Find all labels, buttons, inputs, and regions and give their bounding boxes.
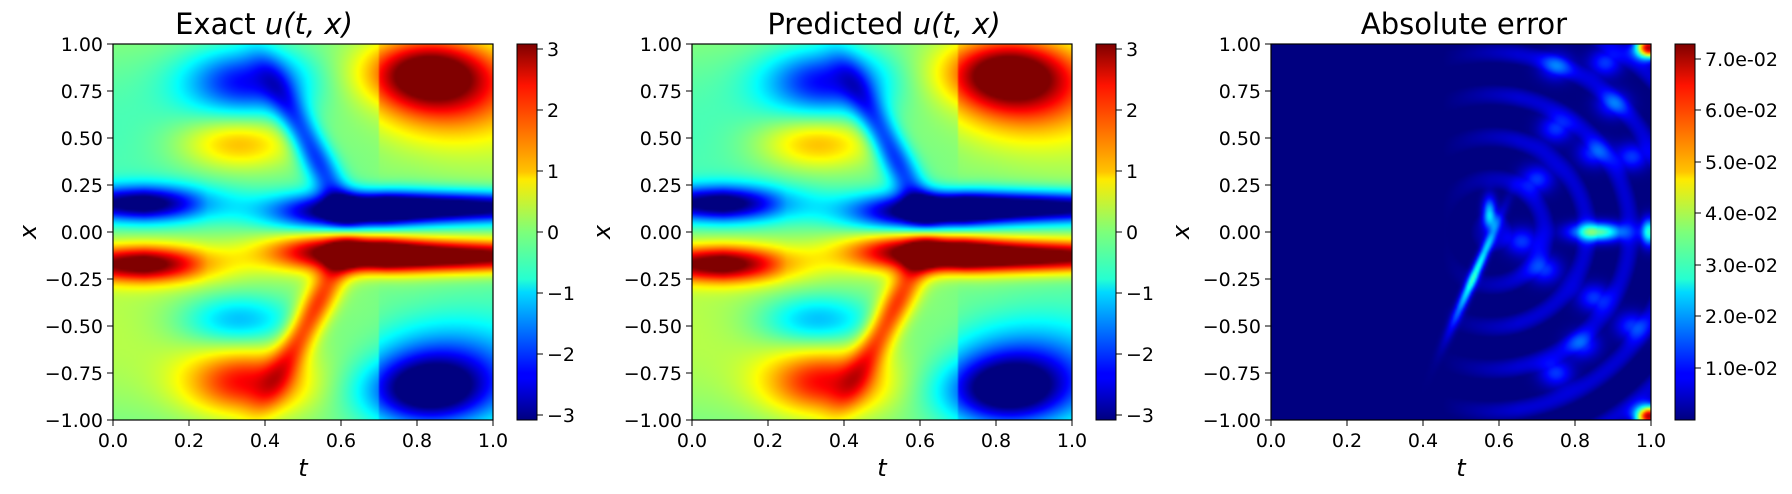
colorbar-tick-label: 5.0e-02 — [1705, 152, 1778, 174]
panel-predicted: Predicted u(t, x) 0.0 0.2 0.4 0.6 0.8 1.… — [588, 7, 1154, 482]
y-axis-label: x — [1167, 224, 1195, 240]
colorbar-tick-label: −3 — [1126, 405, 1154, 427]
panel-title: Absolute error — [1361, 7, 1567, 41]
y-ticks: 1.00 0.75 0.50 0.25 0.00 −0.25 −0.50 −0.… — [624, 34, 692, 432]
y-tick-label: 0.75 — [1219, 81, 1261, 103]
x-ticks: 0.0 0.2 0.4 0.6 0.8 1.0 — [98, 420, 508, 452]
y-tick-label: 0.25 — [1219, 175, 1261, 197]
x-tick-label: 1.0 — [478, 430, 508, 452]
heatmap-canvas — [1271, 44, 1651, 420]
colorbar-tick-label: −2 — [1126, 344, 1154, 366]
y-tick-label: −0.75 — [1203, 363, 1261, 385]
x-tick-label: 0.8 — [1560, 430, 1590, 452]
x-tick-label: 0.6 — [905, 430, 935, 452]
colorbar-ticks: 3 2 1 0 −1 −2 −3 — [537, 39, 575, 427]
y-axis-label: x — [588, 224, 616, 240]
y-tick-label: −0.25 — [45, 269, 103, 291]
y-tick-label: −1.00 — [1203, 410, 1261, 432]
y-tick-label: 1.00 — [61, 34, 103, 56]
colorbar-tick-label: 1 — [547, 161, 559, 183]
y-tick-label: −0.75 — [45, 363, 103, 385]
x-tick-label: 0.0 — [1256, 430, 1286, 452]
colorbar-tick-label: 4.0e-02 — [1705, 203, 1778, 225]
y-tick-label: 0.00 — [1219, 222, 1261, 244]
y-tick-label: −0.50 — [45, 316, 103, 338]
y-tick-label: −0.25 — [1203, 269, 1261, 291]
y-tick-label: 0.75 — [61, 81, 103, 103]
y-tick-label: −0.25 — [624, 269, 682, 291]
y-tick-label: 0.50 — [1219, 128, 1261, 150]
x-axis-label: t — [877, 454, 888, 482]
colorbar-tick-label: −1 — [547, 283, 575, 305]
colorbar-ticks: 3 2 1 0 −1 −2 −3 — [1116, 39, 1154, 427]
colorbar — [1095, 43, 1117, 421]
heatmap-image — [113, 44, 493, 420]
y-tick-label: −0.75 — [624, 363, 682, 385]
x-axis-label: t — [298, 454, 309, 482]
y-tick-label: 1.00 — [1219, 34, 1261, 56]
panel-title: Exact u(t, x) — [175, 7, 353, 41]
colorbar-tick-label: −2 — [547, 344, 575, 366]
y-tick-label: 0.50 — [640, 128, 682, 150]
y-tick-label: 1.00 — [640, 34, 682, 56]
x-tick-label: 1.0 — [1057, 430, 1087, 452]
colorbar-tick-label: 1 — [1126, 161, 1138, 183]
x-tick-label: 0.4 — [250, 430, 280, 452]
y-axis-label: x — [14, 224, 42, 240]
panel-title: Predicted u(t, x) — [767, 7, 1000, 41]
x-tick-label: 0.2 — [1332, 430, 1362, 452]
colorbar-tick-label: 3 — [1126, 39, 1138, 61]
colorbar — [516, 43, 538, 421]
y-tick-label: −1.00 — [45, 410, 103, 432]
x-tick-label: 0.8 — [981, 430, 1011, 452]
colorbar-tick-label: −1 — [1126, 283, 1154, 305]
y-tick-label: −1.00 — [624, 410, 682, 432]
x-tick-label: 0.0 — [677, 430, 707, 452]
x-tick-label: 0.6 — [1484, 430, 1514, 452]
colorbar — [1674, 43, 1696, 421]
x-tick-label: 0.8 — [402, 430, 432, 452]
x-tick-label: 0.4 — [829, 430, 859, 452]
y-tick-label: 0.25 — [61, 175, 103, 197]
colorbar-ticks: 7.0e-02 6.0e-02 5.0e-02 4.0e-02 3.0e-02 … — [1695, 49, 1778, 380]
colorbar-tick-label: −3 — [547, 405, 575, 427]
colorbar-tick-label: 1.0e-02 — [1705, 358, 1778, 380]
x-tick-label: 1.0 — [1636, 430, 1666, 452]
y-tick-label: 0.75 — [640, 81, 682, 103]
heatmap-image — [1271, 44, 1651, 420]
heatmap-image — [692, 44, 1072, 420]
y-tick-label: −0.50 — [624, 316, 682, 338]
y-tick-label: 0.50 — [61, 128, 103, 150]
colorbar-tick-label: 0 — [547, 222, 559, 244]
x-ticks: 0.0 0.2 0.4 0.6 0.8 1.0 — [1256, 420, 1666, 452]
x-tick-label: 0.2 — [753, 430, 783, 452]
colorbar-tick-label: 0 — [1126, 222, 1138, 244]
y-tick-label: −0.50 — [1203, 316, 1261, 338]
x-axis-label: t — [1456, 454, 1467, 482]
y-tick-label: 0.00 — [640, 222, 682, 244]
y-tick-label: 0.00 — [61, 222, 103, 244]
colorbar-tick-label: 6.0e-02 — [1705, 100, 1778, 122]
heatmap-canvas — [113, 44, 493, 420]
colorbar-tick-label: 3.0e-02 — [1705, 255, 1778, 277]
x-tick-label: 0.4 — [1408, 430, 1438, 452]
colorbar-tick-label: 2 — [547, 100, 559, 122]
panel-absolute-error: Absolute error 0.0 0.2 0.4 0.6 0.8 1.0 1… — [1167, 7, 1778, 482]
colorbar-tick-label: 3 — [547, 39, 559, 61]
x-tick-label: 0.6 — [326, 430, 356, 452]
x-ticks: 0.0 0.2 0.4 0.6 0.8 1.0 — [677, 420, 1087, 452]
colorbar-tick-label: 2.0e-02 — [1705, 306, 1778, 328]
x-tick-label: 0.0 — [98, 430, 128, 452]
heatmap-canvas — [692, 44, 1072, 420]
colorbar-tick-label: 7.0e-02 — [1705, 49, 1778, 71]
y-ticks: 1.00 0.75 0.50 0.25 0.00 −0.25 −0.50 −0.… — [1203, 34, 1271, 432]
y-ticks: 1.00 0.75 0.50 0.25 0.00 −0.25 −0.50 −0.… — [45, 34, 113, 432]
y-tick-label: 0.25 — [640, 175, 682, 197]
colorbar-tick-label: 2 — [1126, 100, 1138, 122]
x-tick-label: 0.2 — [174, 430, 204, 452]
panel-exact: Exact u(t, x) 0.0 0.2 0.4 0.6 0.8 1.0 1.… — [14, 7, 575, 482]
